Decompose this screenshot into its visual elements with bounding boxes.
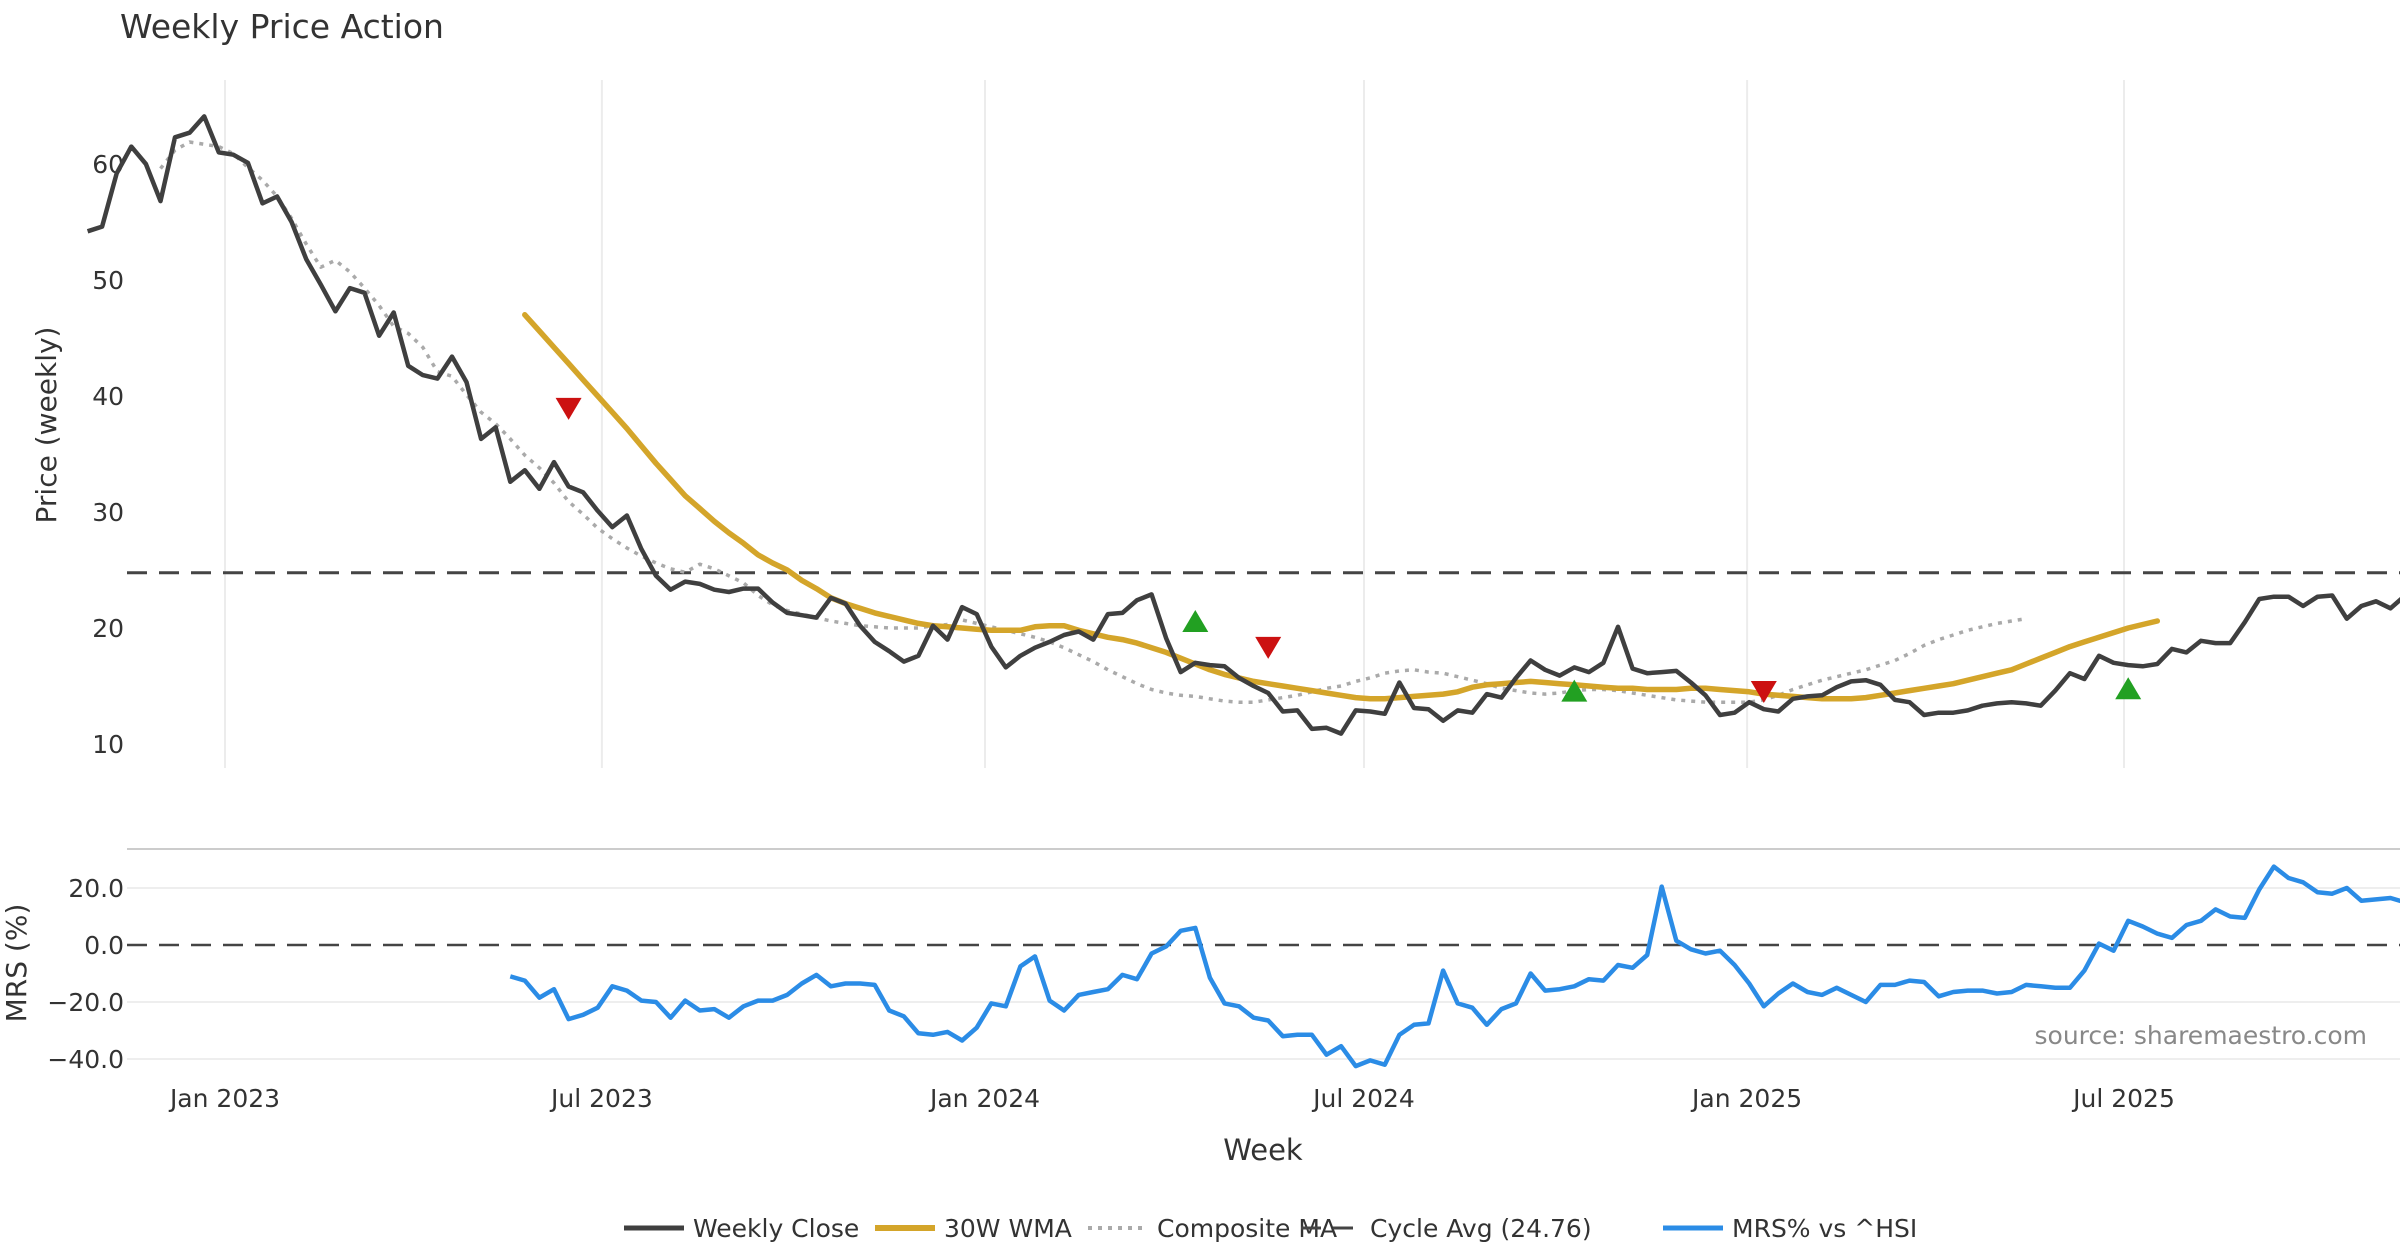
wma-30w-line: [522, 312, 2161, 702]
mrs-line: [509, 864, 2400, 1069]
x-axis-label: Week: [1223, 1133, 1303, 1167]
mrs-y-tick-label: −20.0: [47, 988, 124, 1017]
legend-label: MRS% vs ^HSI: [1732, 1214, 1917, 1243]
price-grid: [224, 80, 2125, 768]
sell-signal-marker: [1255, 636, 1282, 659]
x-tick-label: Jul 2023: [549, 1084, 653, 1113]
legend: Weekly Close 30W WMA Composite MA Cycle Avg…: [624, 1214, 1917, 1243]
sell-signal-marker: [1750, 681, 1777, 703]
x-tick-label: Jul 2025: [2071, 1084, 2175, 1113]
sell-signal-marker: [555, 397, 582, 420]
price-y-tick-label: 10: [92, 730, 124, 759]
x-tick-label: Jan 2024: [928, 1084, 1040, 1113]
x-axis-ticks: Jan 2023 Jul 2023 Jan 2024 Jul 2024 Jan 2025…: [168, 1084, 2175, 1113]
x-tick-label: Jan 2025: [1690, 1084, 1802, 1113]
legend-label: 30W WMA: [944, 1214, 1072, 1243]
buy-signal-marker: [1561, 679, 1588, 702]
mrs-grid: [127, 887, 2400, 1060]
source-note: source: sharemaestro.com: [2035, 1021, 2368, 1050]
composite-ma-line: [159, 140, 2027, 704]
buy-signal-marker: [1182, 610, 1209, 632]
price-y-tick-label: 20: [92, 614, 124, 643]
price-y-tick-label: 30: [92, 498, 124, 527]
weekly-close-line: [86, 114, 2400, 736]
price-y-tick-label: 40: [92, 382, 124, 411]
x-tick-label: Jul 2024: [1311, 1084, 1415, 1113]
buy-signal-marker: [2115, 677, 2142, 700]
mrs-y-axis-label: MRS (%): [0, 904, 33, 1023]
mrs-y-tick-label: −40.0: [47, 1045, 124, 1074]
chart-title: Weekly Price Action: [120, 7, 444, 46]
mrs-y-tick-label: 0.0: [84, 931, 124, 960]
mrs-series: [509, 864, 2400, 1069]
price-series: [86, 114, 2400, 736]
mrs-y-ticks: 20.0 0.0 −20.0 −40.0: [47, 874, 124, 1074]
legend-label: Weekly Close: [693, 1214, 859, 1243]
signal-markers: [555, 397, 2142, 703]
legend-label: Cycle Avg (24.76): [1370, 1214, 1592, 1243]
x-tick-label: Jan 2023: [168, 1084, 280, 1113]
price-y-axis-label: Price (weekly): [30, 327, 63, 524]
price-y-tick-label: 50: [92, 266, 124, 295]
mrs-panel: 20.0 0.0 −20.0 −40.0 MRS (%) source: sharem…: [0, 864, 2400, 1074]
mrs-y-tick-label: 20.0: [68, 874, 124, 903]
